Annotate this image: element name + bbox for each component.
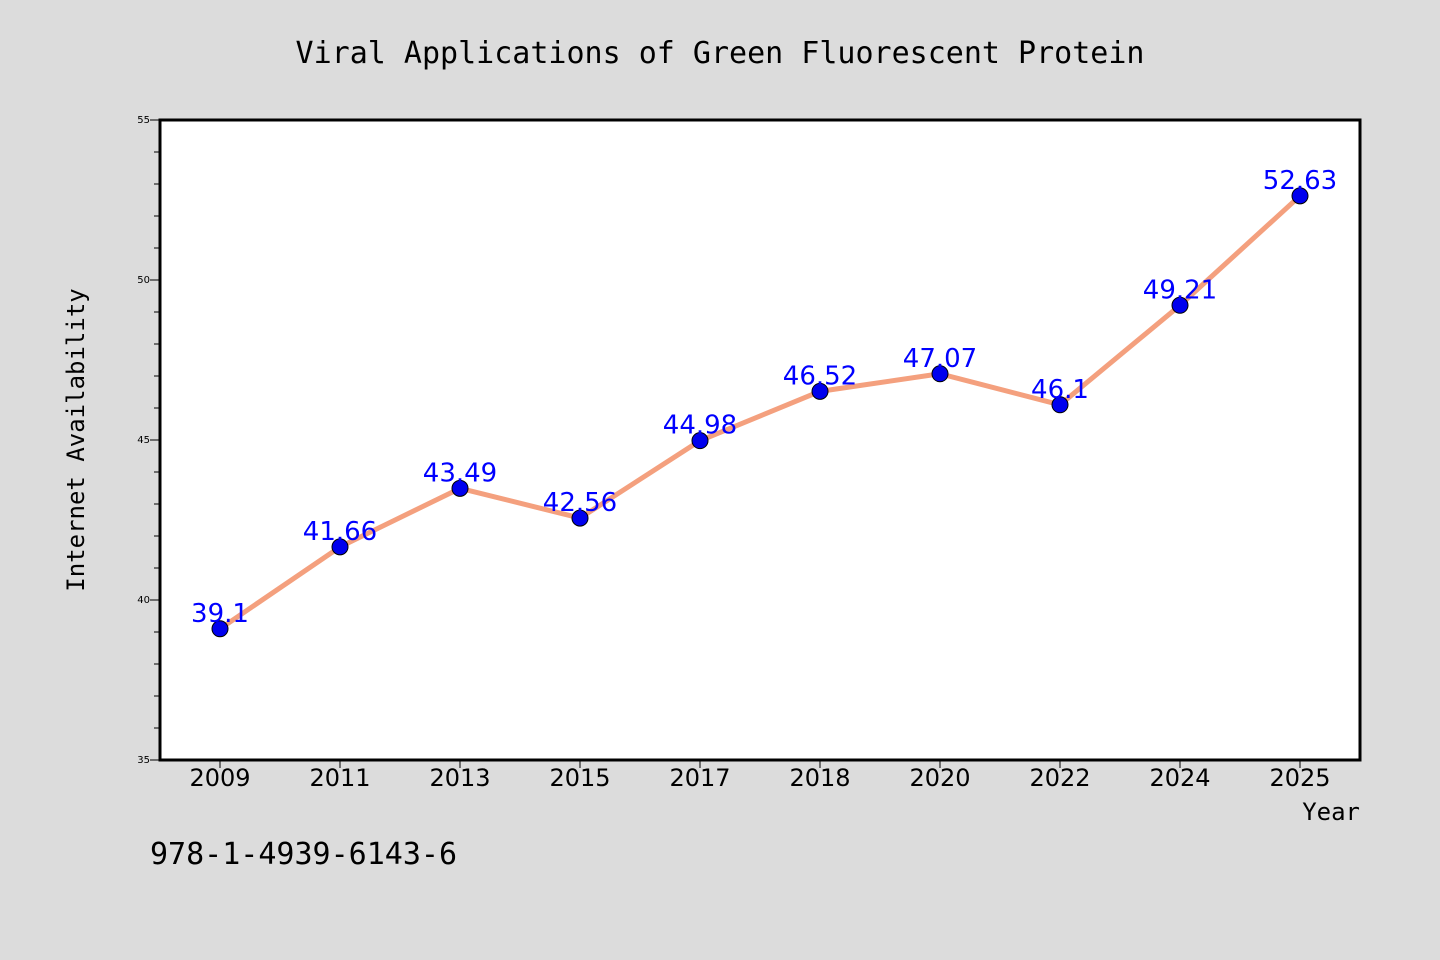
y-tick-label: 55 (137, 115, 150, 126)
data-point (451, 479, 469, 497)
data-point (811, 382, 829, 400)
x-tick-label: 2022 (1029, 764, 1090, 792)
series-line (218, 193, 1302, 631)
data-label: 46.52 (783, 361, 857, 391)
x-tick-label: 2009 (189, 764, 250, 792)
x-axis-label: Year (1302, 798, 1360, 826)
data-label: 39.1 (191, 599, 249, 629)
data-point (691, 432, 709, 450)
data-points (211, 187, 1309, 638)
data-point (211, 620, 229, 638)
data-point (1291, 187, 1309, 205)
data-point (571, 509, 589, 527)
x-axis-ticks: 2009 2011 2013 2015 2017 2018 2020 2022 2024 2025 (189, 760, 1331, 792)
data-label: 42.56 (543, 488, 617, 518)
y-tick-label: 35 (137, 755, 150, 766)
footer-isbn: 978-1-4939-6143-6 (150, 837, 457, 872)
x-tick-label: 2015 (549, 764, 610, 792)
chart-title: Viral Applications of Green Fluorescent … (296, 36, 1145, 71)
data-point (331, 538, 349, 556)
data-label: 43.49 (423, 458, 497, 488)
y-tick-label: 40 (137, 595, 150, 606)
x-tick-label: 2024 (1149, 764, 1210, 792)
data-point (1051, 396, 1069, 414)
data-label: 49.21 (1143, 275, 1217, 305)
x-tick-label: 2011 (309, 764, 370, 792)
x-tick-label: 2017 (669, 764, 730, 792)
data-label: 44.98 (663, 411, 737, 441)
data-label: 52.63 (1263, 166, 1337, 196)
data-point (931, 365, 949, 383)
x-tick-label: 2013 (429, 764, 490, 792)
y-tick-label: 50 (137, 275, 150, 286)
y-axis-ticks: 35 40 45 50 55 (137, 115, 160, 766)
data-label: 46.1 (1031, 375, 1089, 405)
x-tick-label: 2025 (1269, 764, 1330, 792)
x-tick-label: 2020 (909, 764, 970, 792)
data-label: 47.07 (903, 344, 977, 374)
data-labels: 39.1 41.66 43.49 42.56 44.98 46.52 47.07 46.1 49… (191, 166, 1337, 629)
y-tick-label: 45 (137, 435, 150, 446)
data-label: 41.66 (303, 517, 377, 547)
x-tick-label: 2018 (789, 764, 850, 792)
y-axis-label: Internet Availability (62, 288, 90, 591)
plot-area (158, 118, 1362, 762)
data-point (1171, 296, 1189, 314)
